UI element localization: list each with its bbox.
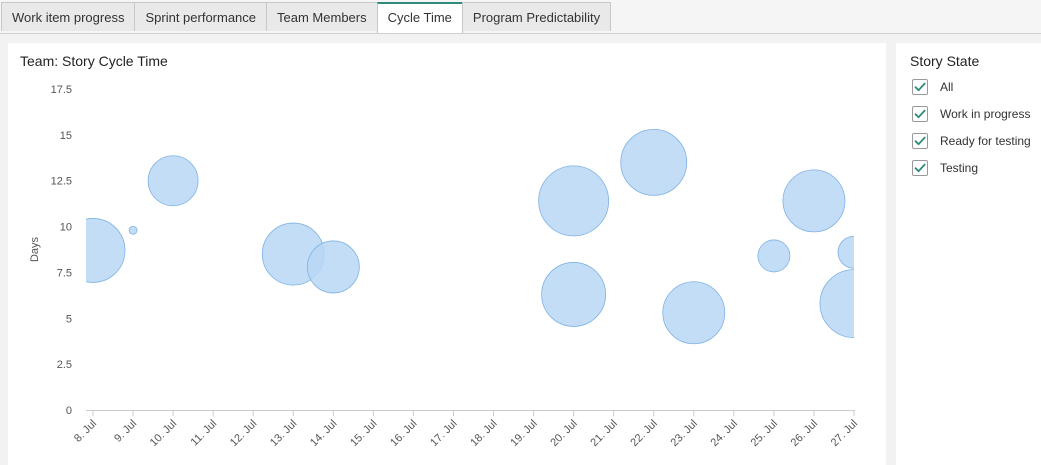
filter-label: Work in progress: [940, 107, 1031, 121]
filter-label: Testing: [940, 161, 979, 175]
x-tick-label: 17. Jul: [428, 418, 459, 449]
y-tick-label: 12.5: [51, 176, 72, 188]
filter-label: All: [940, 80, 954, 94]
x-tick-label: 22. Jul: [628, 418, 659, 449]
x-tick-label: 24. Jul: [709, 418, 740, 449]
tab-program-predictability[interactable]: Program Predictability: [461, 2, 612, 31]
y-tick-label: 15: [60, 130, 72, 142]
tabs: Work item progress Sprint performance Team…: [1, 2, 612, 33]
chart-panel: Team: Story Cycle Time 0 2.5 5 7.5 10 12.5 15 1…: [8, 43, 886, 465]
checkbox[interactable]: [912, 160, 928, 176]
x-tick-label: 19. Jul: [508, 418, 539, 449]
y-tick-label: 17.5: [51, 84, 72, 96]
bubbles: [61, 128, 886, 345]
tab-work-item-progress[interactable]: Work item progress: [1, 2, 136, 31]
x-tick-label: 27. Jul: [829, 418, 860, 449]
bubble-point[interactable]: [620, 128, 688, 196]
x-tick-label: 20. Jul: [548, 418, 579, 449]
filter-all[interactable]: All: [912, 78, 1031, 96]
checkmark-icon: [914, 109, 926, 119]
chart-title: Team: Story Cycle Time: [20, 53, 168, 69]
x-tick-label: 18. Jul: [468, 418, 499, 449]
bubble-point[interactable]: [306, 240, 360, 294]
bubble-point[interactable]: [662, 281, 726, 345]
x-tick-label: 10. Jul: [148, 418, 179, 449]
filter-label: Ready for testing: [940, 134, 1031, 148]
bubble-point[interactable]: [61, 218, 126, 283]
x-tick-label: 26. Jul: [789, 418, 820, 449]
checkbox[interactable]: [912, 106, 928, 122]
y-tick-label: 10: [60, 222, 72, 234]
filter-work-in-progress[interactable]: Work in progress: [912, 105, 1031, 123]
tab-bar: Work item progress Sprint performance Team…: [0, 0, 1041, 34]
x-tick-label: 14. Jul: [308, 418, 339, 449]
x-tick-label: 9. Jul: [112, 418, 139, 445]
story-state-panel: Story State All Work in progress Ready for…: [896, 43, 1041, 465]
x-tick-label: 11. Jul: [188, 418, 219, 449]
x-tick-label: 16. Jul: [388, 418, 419, 449]
bubble-point[interactable]: [819, 269, 886, 339]
x-tick-label: 15. Jul: [348, 418, 379, 449]
bubble-point[interactable]: [837, 235, 870, 269]
tab-team-members[interactable]: Team Members: [266, 2, 378, 31]
bubble-chart: 0 2.5 5 7.5 10 12.5 15 17.5 Days 8. Jul 9. Jul 10. …: [29, 84, 886, 449]
checkbox[interactable]: [912, 79, 928, 95]
x-tick-label: 25. Jul: [749, 418, 780, 449]
bubble-point[interactable]: [757, 239, 791, 273]
x-tick-label: 21. Jul: [588, 418, 619, 449]
y-tick-label: 2.5: [57, 359, 72, 371]
y-tick-label: 7.5: [57, 267, 72, 279]
checkmark-icon: [914, 163, 926, 173]
checkmark-icon: [914, 82, 926, 92]
y-tick-label: 0: [66, 405, 72, 417]
bubble-point[interactable]: [782, 169, 846, 233]
x-tick-label: 12. Jul: [228, 418, 259, 449]
x-tick-label: 23. Jul: [668, 418, 699, 449]
x-tick-label: 13. Jul: [268, 418, 299, 449]
bubble-point[interactable]: [128, 225, 138, 235]
story-state-title: Story State: [910, 53, 980, 69]
y-axis-title: Days: [29, 236, 41, 262]
filter-ready-for-testing[interactable]: Ready for testing: [912, 132, 1031, 150]
bubble-point[interactable]: [541, 262, 607, 327]
bubble-point[interactable]: [538, 165, 610, 237]
y-tick-label: 5: [66, 313, 72, 325]
checkbox[interactable]: [912, 133, 928, 149]
checkmark-icon: [914, 136, 926, 146]
tab-cycle-time[interactable]: Cycle Time: [376, 2, 463, 33]
x-tick-label: 8. Jul: [72, 418, 99, 445]
filter-testing[interactable]: Testing: [912, 159, 1031, 177]
bubble-point[interactable]: [147, 155, 199, 207]
story-state-filters: All Work in progress Ready for testing Test…: [912, 78, 1031, 186]
tab-sprint-performance[interactable]: Sprint performance: [134, 2, 268, 31]
